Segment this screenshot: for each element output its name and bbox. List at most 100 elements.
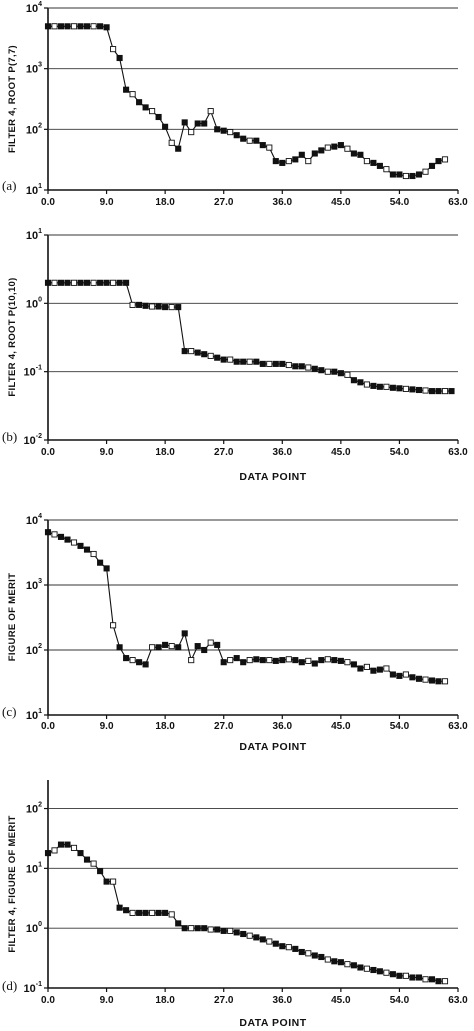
x-tick-label: 27.0 xyxy=(214,721,234,732)
y-tick-label: 102 xyxy=(26,122,42,136)
data-point xyxy=(428,388,436,395)
data-point xyxy=(175,145,182,152)
data-point xyxy=(149,909,156,916)
data-point xyxy=(246,657,253,664)
y-tick-label: 102 xyxy=(26,643,42,657)
data-point xyxy=(292,363,299,370)
data-point xyxy=(266,360,273,367)
panel-label: (c) xyxy=(2,704,16,719)
data-point xyxy=(272,360,279,367)
data-point xyxy=(415,675,423,682)
data-point xyxy=(162,909,169,916)
y-tick-base: 10 xyxy=(26,804,38,816)
x-tick-label: 0.0 xyxy=(41,197,55,208)
data-point xyxy=(279,159,286,166)
data-point xyxy=(259,657,266,664)
y-tick-label: 100 xyxy=(26,921,42,935)
data-point xyxy=(383,665,390,672)
data-point xyxy=(97,868,104,875)
y-tick-base: 10 xyxy=(26,64,38,76)
data-point xyxy=(324,656,331,663)
data-point xyxy=(57,279,65,286)
y-tick-exponent: 2 xyxy=(38,122,42,129)
data-point xyxy=(370,667,377,674)
data-point xyxy=(357,151,364,158)
data-point xyxy=(311,365,318,372)
data-point xyxy=(181,925,188,932)
data-point xyxy=(357,379,364,386)
data-point xyxy=(90,279,97,286)
data-point xyxy=(441,978,449,985)
data-point xyxy=(240,930,247,938)
data-point xyxy=(448,388,455,395)
data-point xyxy=(376,968,383,975)
data-point xyxy=(383,166,390,173)
data-point xyxy=(57,533,65,540)
data-point xyxy=(331,657,338,664)
data-point xyxy=(305,657,312,664)
data-point xyxy=(259,360,266,367)
y-tick-exponent: 2 xyxy=(38,643,42,650)
data-point xyxy=(220,127,227,134)
data-point xyxy=(155,303,162,310)
data-point xyxy=(44,23,52,30)
data-point xyxy=(298,363,305,370)
data-point xyxy=(350,150,357,157)
x-tick-label: 27.0 xyxy=(214,995,234,1006)
data-point xyxy=(201,925,208,932)
data-point xyxy=(188,129,195,136)
data-point xyxy=(337,142,344,149)
data-point xyxy=(168,911,175,918)
panel-label: (d) xyxy=(2,978,17,993)
data-point xyxy=(233,132,240,139)
data-point xyxy=(279,360,286,367)
data-point xyxy=(142,661,149,668)
data-point xyxy=(214,126,221,133)
y-axis-label: FILTER 4, ROOT P(7,7) xyxy=(7,45,18,153)
data-point xyxy=(324,368,331,375)
data-point xyxy=(298,659,305,666)
data-point xyxy=(311,660,318,667)
data-point xyxy=(422,387,429,394)
data-point xyxy=(227,129,234,136)
data-point xyxy=(292,657,299,664)
data-point xyxy=(220,356,227,363)
data-point xyxy=(402,671,409,678)
data-point xyxy=(435,978,442,985)
data-point xyxy=(266,144,273,151)
data-point xyxy=(350,377,357,384)
data-point xyxy=(123,86,130,93)
y-tick-exponent: -2 xyxy=(36,433,42,440)
y-tick-label: 101 xyxy=(26,183,42,197)
data-point xyxy=(298,151,305,158)
data-point xyxy=(188,925,195,932)
x-tick-label: 18.0 xyxy=(155,995,175,1006)
data-point xyxy=(331,143,338,150)
data-point xyxy=(370,159,377,166)
data-point xyxy=(207,926,214,933)
data-point xyxy=(103,565,110,572)
data-point xyxy=(97,279,104,286)
x-tick-label: 63.0 xyxy=(448,721,468,732)
data-point xyxy=(201,351,208,358)
data-point xyxy=(188,348,195,355)
data-point xyxy=(136,909,143,916)
data-point xyxy=(116,279,123,286)
data-point xyxy=(77,850,84,857)
data-point xyxy=(136,659,143,666)
data-point xyxy=(64,279,71,286)
data-point xyxy=(64,841,71,848)
x-tick-label: 63.0 xyxy=(448,447,468,458)
chart-panel-d: 0.0 9.0 18.0 27.0 36.0 45.0 54.0 63.010-1100101… xyxy=(2,780,468,1029)
data-point xyxy=(363,965,370,972)
x-tick-label: 0.0 xyxy=(41,995,55,1006)
data-point xyxy=(155,113,162,121)
data-point xyxy=(168,304,175,311)
data-point xyxy=(77,542,84,549)
data-point xyxy=(181,348,188,355)
data-point xyxy=(266,657,273,664)
data-point xyxy=(97,559,104,566)
data-point xyxy=(279,943,286,950)
data-point xyxy=(207,639,214,646)
